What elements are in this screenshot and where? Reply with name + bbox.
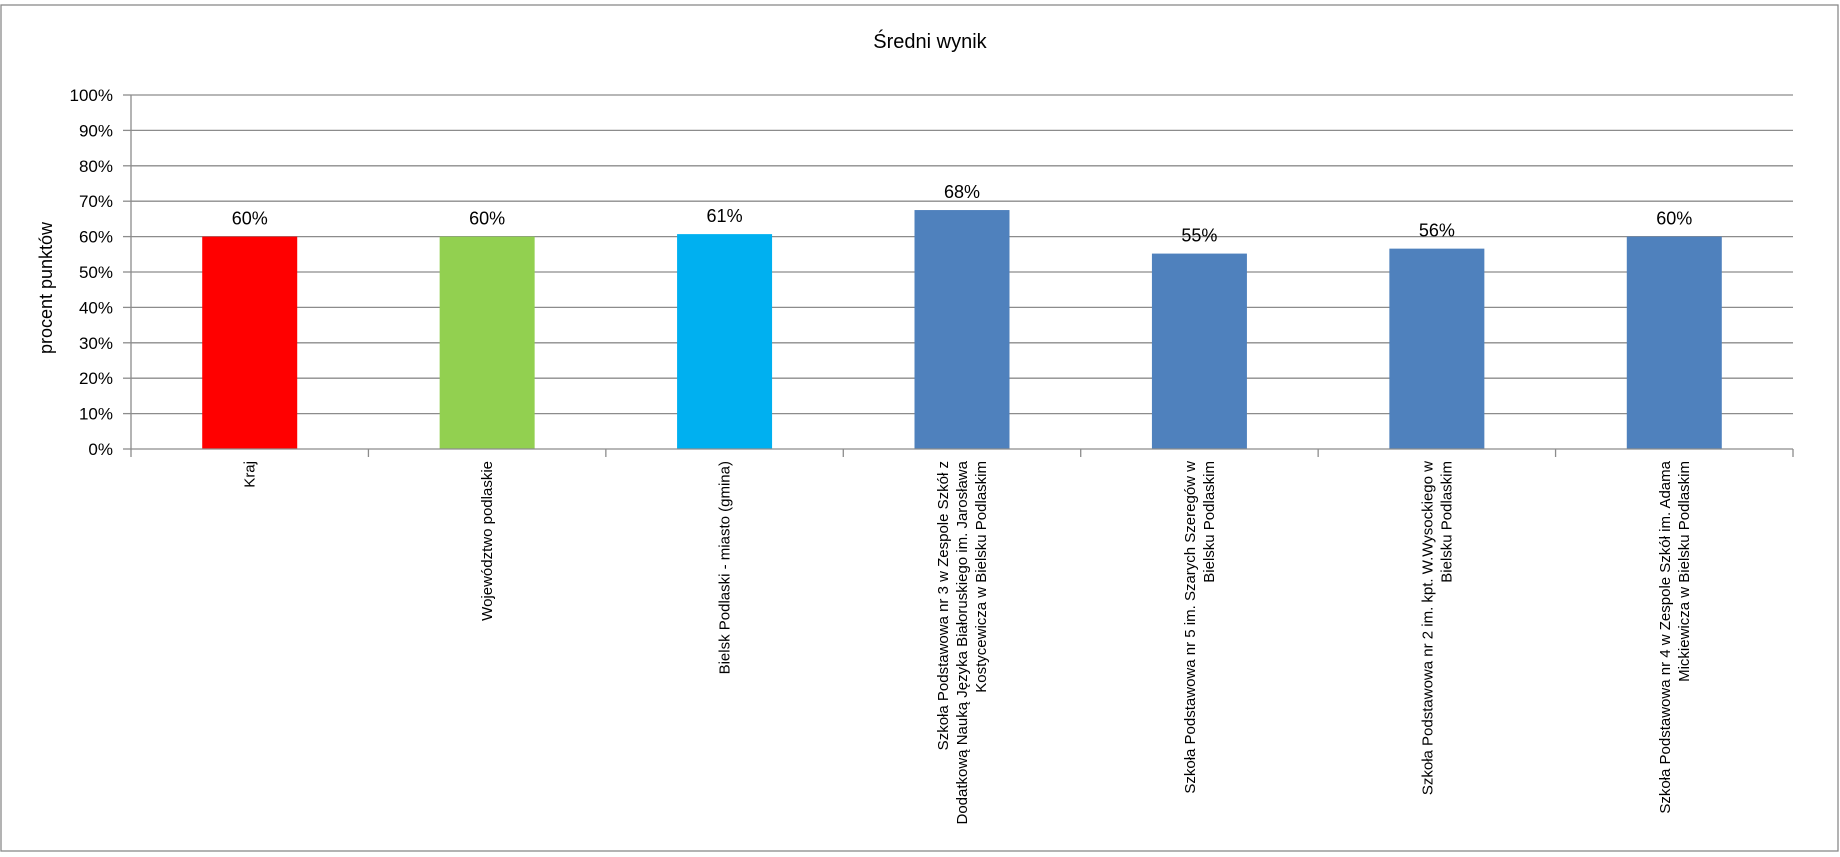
y-axis-label: procent punktów	[36, 221, 56, 354]
x-tick-label-group: Szkoła Podstawowa nr 4 w Zespole Szkół i…	[1657, 460, 1693, 813]
axes	[130, 95, 1794, 457]
bar	[439, 236, 535, 449]
x-axis-tick-labels: Kraj Województwo podlaskie Bielsk Podlaski…	[242, 460, 1693, 824]
y-tick-label: 70%	[79, 192, 113, 211]
x-tick-label-group: Szkoła Podstawowa nr 3 w Zespole Szkół z…	[935, 460, 990, 824]
data-label: 68%	[944, 182, 980, 202]
bar	[1626, 236, 1722, 449]
x-tick-label-group: Szkoła Podstawowa nr 2 im. kpt. W.Wysock…	[1419, 461, 1455, 795]
bar	[1151, 253, 1247, 449]
y-tick-label: 40%	[79, 298, 113, 317]
x-tick-label: Mickiewicza w Bielsku Podlaskim	[1676, 461, 1693, 682]
x-tick-label: Szkoła Podstawowa nr 2 im. kpt. W.Wysock…	[1419, 461, 1436, 795]
bar	[1389, 248, 1485, 449]
x-tick-label: Kraj	[242, 461, 259, 488]
x-tick-label: Województwo podlaskie	[479, 461, 496, 621]
bar	[677, 234, 773, 449]
x-tick-label-group: Województwo podlaskie	[479, 461, 496, 621]
data-label: 61%	[707, 206, 743, 226]
data-labels: 60% 60% 61% 68% 55% 56% 60%	[232, 182, 1693, 246]
data-label: 60%	[1656, 209, 1692, 229]
y-tick-label: 20%	[79, 369, 113, 388]
data-label: 60%	[232, 209, 268, 229]
y-tick-label: 10%	[79, 405, 113, 424]
y-tick-label: 100%	[70, 86, 113, 105]
y-tick-label: 30%	[79, 334, 113, 353]
bar	[914, 210, 1010, 449]
y-axis-ticks: 0% 10% 20% 30% 40% 50% 60% 70% 80% 90% 100%	[70, 86, 131, 459]
x-tick-label-group: Kraj	[242, 461, 259, 488]
x-tick-label-group: Szkoła Podstawowa nr 5 im. Szarych Szere…	[1182, 461, 1218, 794]
bar	[202, 236, 298, 449]
data-label: 60%	[469, 209, 505, 229]
bars	[202, 210, 1722, 449]
y-tick-label: 50%	[79, 263, 113, 282]
x-tick-label: Kostycewicza w Bielsku Podlaskim	[973, 461, 990, 693]
gridlines	[131, 94, 1793, 415]
data-label: 55%	[1181, 226, 1217, 246]
x-tick-label: Bielsku Podlaskim	[1438, 461, 1455, 583]
x-tick-label-group: Bielsk Podlaski - miasto (gmina)	[717, 461, 734, 674]
x-tick-label: Bielsk Podlaski - miasto (gmina)	[717, 461, 734, 674]
x-tick-label: Bielsku Podlaskim	[1201, 461, 1218, 583]
x-tick-label: Szkoła Podstawowa nr 3 w Zespole Szkół z	[935, 461, 952, 750]
y-tick-label: 0%	[88, 440, 113, 459]
data-label: 56%	[1419, 221, 1455, 241]
x-tick-label: Szkoła Podstawowa nr 4 w Zespole Szkół i…	[1657, 460, 1674, 813]
y-tick-label: 60%	[79, 228, 113, 247]
y-tick-label: 80%	[79, 157, 113, 176]
x-tick-label: Dodatkową Nauką Języka Białoruskiego im.…	[954, 460, 971, 824]
y-tick-label: 90%	[79, 121, 113, 140]
x-tick-label: Szkoła Podstawowa nr 5 im. Szarych Szere…	[1182, 461, 1199, 794]
chart-title: Średni wynik	[873, 29, 987, 53]
